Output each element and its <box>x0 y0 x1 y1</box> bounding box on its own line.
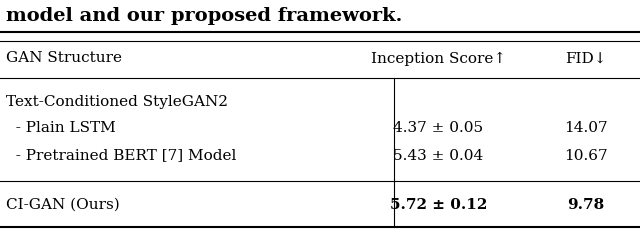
Text: 9.78: 9.78 <box>567 198 604 212</box>
Text: model and our proposed framework.: model and our proposed framework. <box>6 7 403 25</box>
Text: 14.07: 14.07 <box>564 121 607 135</box>
Text: - Plain LSTM: - Plain LSTM <box>6 121 116 135</box>
Text: 5.43 ± 0.04: 5.43 ± 0.04 <box>393 149 484 163</box>
Text: FID↓: FID↓ <box>565 51 606 66</box>
Text: - Pretrained BERT [7] Model: - Pretrained BERT [7] Model <box>6 149 237 163</box>
Text: 5.72 ± 0.12: 5.72 ± 0.12 <box>390 198 487 212</box>
Text: GAN Structure: GAN Structure <box>6 51 122 66</box>
Text: Inception Score↑: Inception Score↑ <box>371 51 506 66</box>
Text: Text-Conditioned StyleGAN2: Text-Conditioned StyleGAN2 <box>6 95 228 109</box>
Text: CI-GAN (Ours): CI-GAN (Ours) <box>6 198 120 212</box>
Text: 10.67: 10.67 <box>564 149 607 163</box>
Text: 4.37 ± 0.05: 4.37 ± 0.05 <box>394 121 483 135</box>
